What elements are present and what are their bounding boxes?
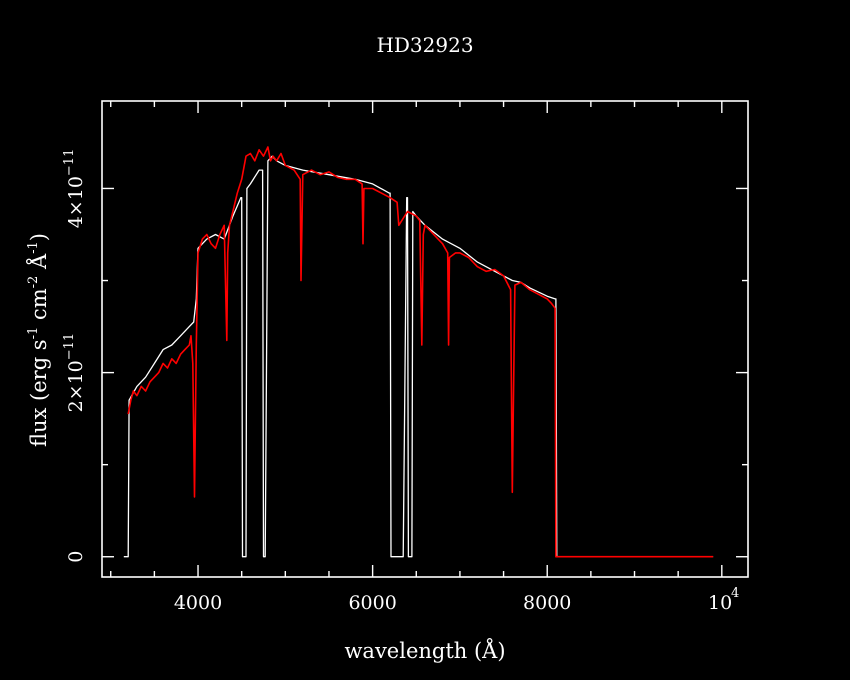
x-tick-10k-exp: 4 bbox=[731, 586, 739, 601]
y-axis-label: flux (erg s-1 cm-2 Å-1) bbox=[26, 233, 51, 447]
y-ticks: 0 2×10−11 4×10−11 bbox=[62, 149, 748, 563]
x-tick-label: 6000 bbox=[348, 592, 396, 614]
chart-title: HD32923 bbox=[376, 33, 473, 57]
plot-frame bbox=[101, 100, 749, 578]
x-tick-10k-base: 10 bbox=[708, 592, 732, 614]
series-layer bbox=[123, 146, 714, 558]
y-tick-label: 4×10−11 bbox=[62, 149, 87, 229]
y-tick-label: 2×10−11 bbox=[62, 333, 87, 413]
y-tick-label: 0 bbox=[65, 551, 87, 563]
series-line-red bbox=[127, 146, 714, 558]
x-ticks: 4000 6000 8000 bbox=[110, 101, 723, 614]
x-tick-label: 4000 bbox=[174, 592, 222, 614]
x-tick-label-10k: 10 4 bbox=[708, 586, 739, 614]
x-axis-label: wavelength (Å) bbox=[344, 638, 505, 663]
x-tick-label: 8000 bbox=[523, 592, 571, 614]
series-line-white bbox=[123, 155, 714, 558]
